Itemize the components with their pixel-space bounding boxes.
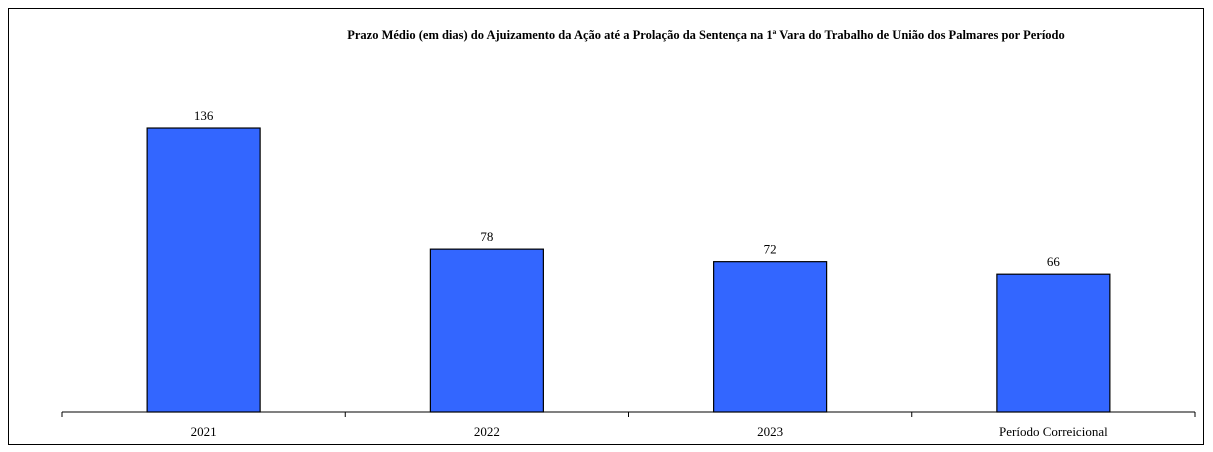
x-tick-label: Período Correicional <box>999 424 1108 439</box>
x-tick-label: 2021 <box>191 424 217 439</box>
bar <box>146 127 261 413</box>
data-label: 136 <box>194 108 214 123</box>
data-label: 72 <box>764 242 777 257</box>
chart-frame <box>8 8 1204 445</box>
data-label: 78 <box>480 229 493 244</box>
bar <box>429 248 544 413</box>
data-label: 66 <box>1047 254 1061 269</box>
x-tick-label: 2023 <box>757 424 783 439</box>
chart-title: Prazo Médio (em dias) do Ajuizamento da … <box>347 28 1065 42</box>
bar <box>996 273 1111 413</box>
x-tick-label: 2022 <box>474 424 500 439</box>
bar <box>713 261 828 413</box>
